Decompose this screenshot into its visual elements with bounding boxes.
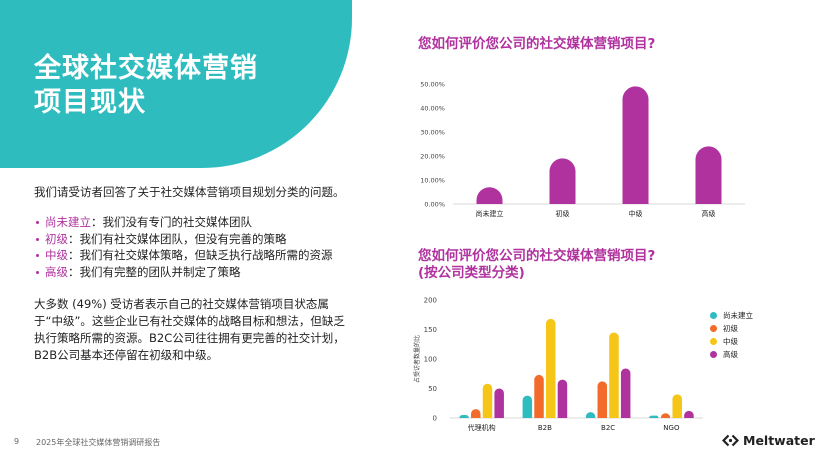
meltwater-logo: Meltwater	[722, 433, 815, 448]
y-tick-label: 0	[433, 415, 437, 423]
bar-代理机构-高级	[494, 388, 504, 418]
x-tick-label: 代理机构	[468, 423, 496, 432]
bar-B2B-高级	[557, 379, 568, 418]
bar-高级	[695, 146, 722, 204]
logo-text: Meltwater	[743, 433, 815, 448]
y-tick-label: 10.00%	[420, 177, 445, 185]
bar-NGO-尚未建立	[649, 415, 659, 418]
bar-代理机构-尚未建立	[459, 415, 469, 418]
legend-label: 初级	[723, 324, 738, 333]
bar-初级	[549, 158, 576, 204]
chart2-title-line1: 您如何评价您公司的社交媒体营销项目?	[418, 248, 656, 264]
bar-NGO-初级	[660, 413, 671, 418]
x-tick-label: 高级	[702, 209, 716, 218]
bar-B2B-初级	[534, 374, 544, 418]
legend-swatch	[710, 351, 717, 358]
bar-中级	[622, 86, 649, 204]
x-tick-label: B2C	[601, 424, 615, 432]
bar-代理机构-初级	[471, 409, 481, 418]
level-term: 尚未建立	[45, 215, 91, 229]
footer-title: 2025年全球社交媒体营销调研报告	[36, 438, 161, 447]
list-item: 高级：我们有完整的团队并制定了策略	[34, 264, 333, 281]
y-tick-label: 50	[428, 385, 437, 393]
bar-B2C-尚未建立	[585, 412, 596, 418]
y-tick-label: 150	[424, 326, 437, 334]
legend-item: 中级	[710, 335, 753, 348]
level-term: 初级	[45, 231, 68, 246]
legend-label: 高级	[723, 350, 738, 359]
level-term: 高级	[45, 264, 68, 279]
chart2-title-line2: (按公司类型分类)	[418, 265, 525, 281]
legend-item: 尚未建立	[710, 309, 753, 322]
bar-代理机构-中级	[482, 383, 493, 418]
bar-B2C-高级	[620, 368, 631, 418]
level-desc: ：我们有社交媒体策略，但缺乏执行战略所需的资源	[68, 248, 333, 263]
y-tick-label: 100	[424, 356, 437, 364]
bar-B2B-尚未建立	[522, 395, 533, 418]
summary-text: 大多数 (49%) 受访者表示自己的社交媒体营销项目状态属于“中级”。这些企业已…	[34, 297, 345, 362]
level-desc: ：我们没有专门的社交媒体团队	[91, 215, 252, 229]
x-tick-label: 尚未建立	[476, 209, 504, 218]
page-number: 9	[14, 437, 20, 446]
legend-swatch	[710, 325, 717, 332]
level-definitions: 尚未建立：我们没有专门的社交媒体团队 初级：我们有社交媒体团队，但没有完善的策略…	[34, 214, 333, 280]
chart2-bars	[459, 318, 694, 418]
level-desc: ：我们有社交媒体团队，但没有完善的策略	[68, 231, 287, 246]
x-tick-label: NGO	[663, 424, 680, 432]
level-desc: ：我们有完整的团队并制定了策略	[68, 264, 241, 279]
y-tick-label: 0.00%	[424, 201, 445, 209]
chart2-title: 您如何评价您公司的社交媒体营销项目? (按公司类型分类)	[418, 248, 655, 282]
y-tick-label: 40.00%	[420, 105, 445, 113]
chart1-title: 您如何评价您公司的社交媒体营销项目?	[418, 36, 656, 52]
y-axis-label: 占受访者数量的比	[413, 335, 421, 383]
bar-B2B-中级	[545, 318, 556, 418]
bar-NGO-中级	[672, 394, 682, 418]
x-tick-label: 初级	[556, 209, 570, 218]
y-tick-label: 200	[424, 297, 437, 305]
legend-swatch	[710, 312, 717, 319]
bullet-icon	[36, 221, 39, 224]
level-term: 中级	[45, 248, 68, 263]
bullet-icon	[36, 237, 39, 241]
y-tick-label: 30.00%	[420, 129, 445, 137]
y-tick-label: 50.00%	[420, 81, 445, 89]
legend-item: 初级	[710, 322, 753, 335]
bar-B2C-中级	[609, 332, 619, 418]
chart1-overall-rating: 0.00% 10.00% 20.00% 30.00% 40.00% 50.00% 尚未建立 初…	[420, 81, 745, 218]
chart1-bars	[476, 86, 722, 204]
bullet-icon	[36, 270, 39, 274]
y-tick-label: 20.00%	[420, 153, 445, 161]
bullet-icon	[36, 254, 39, 258]
page-title: 全球社交媒体营销 项目现状	[34, 53, 258, 118]
x-tick-label: 中级	[629, 209, 643, 218]
legend-label: 尚未建立	[723, 311, 753, 320]
chart2-legend: 尚未建立 初级 中级 高级	[710, 309, 753, 361]
legend-item: 高级	[710, 348, 753, 361]
intro-text: 我们请受访者回答了关于社交媒体营销项目规划分类的问题。	[34, 185, 345, 199]
list-item: 初级：我们有社交媒体团队，但没有完善的策略	[34, 231, 333, 248]
legend-label: 中级	[723, 337, 738, 346]
x-tick-label: B2B	[538, 424, 552, 432]
bar-NGO-高级	[684, 410, 694, 418]
list-item: 尚未建立：我们没有专门的社交媒体团队	[34, 214, 333, 231]
bar-尚未建立	[476, 187, 503, 204]
legend-swatch	[710, 338, 717, 345]
list-item: 中级：我们有社交媒体策略，但缺乏执行战略所需的资源	[34, 247, 333, 264]
meltwater-logo-icon	[722, 434, 739, 447]
bar-B2C-初级	[597, 381, 608, 418]
